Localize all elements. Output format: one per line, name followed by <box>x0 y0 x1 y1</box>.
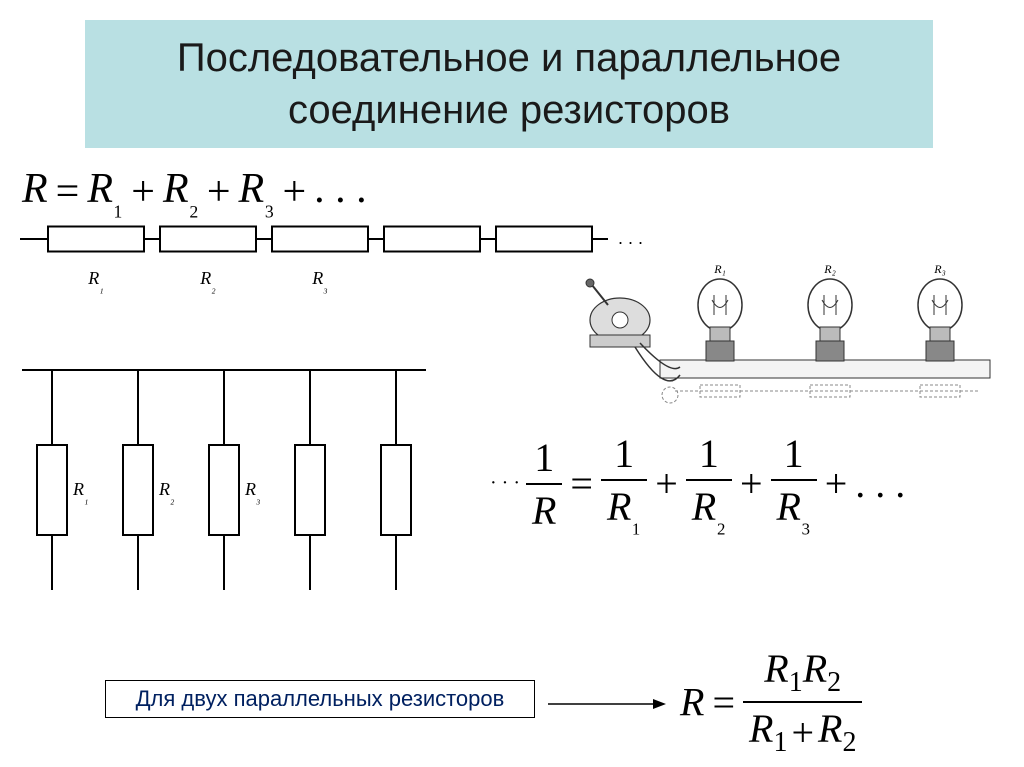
svg-text:. . .: . . . <box>618 228 643 248</box>
svg-text:R₁: R₁ <box>72 479 88 505</box>
series-resistor-diagram: R₁ R₂ R₃ . . . <box>20 225 660 295</box>
bulb-circuit-illustration: R₁ R₂ R₃ <box>580 265 1000 415</box>
parallel-formula: · · ·1R=1R₁+1R₂+1R₃+. . . <box>490 430 905 537</box>
parallel-resistor-diagram: R₁ R₂ R₃ <box>22 330 492 590</box>
two-parallel-note: Для двух параллельных резисторов <box>105 680 535 718</box>
slide-title: Последовательное и параллельное соединен… <box>85 20 933 148</box>
svg-text:R₃: R₃ <box>933 265 946 276</box>
svg-text:R₃: R₃ <box>311 268 327 294</box>
two-parallel-formula: R=R1R2R1+R2 <box>680 645 862 759</box>
svg-text:R₂: R₂ <box>823 265 836 276</box>
svg-text:R₁: R₁ <box>87 268 103 294</box>
series-formula: R=R₁+R₂+R₃+. . . <box>22 165 367 219</box>
svg-text:R₂: R₂ <box>199 268 216 294</box>
svg-text:R₂: R₂ <box>158 479 175 505</box>
two-parallel-note-text: Для двух параллельных резисторов <box>136 686 505 712</box>
arrow-icon <box>548 696 668 712</box>
svg-text:R₁: R₁ <box>713 265 726 276</box>
svg-text:R₃: R₃ <box>244 479 260 505</box>
